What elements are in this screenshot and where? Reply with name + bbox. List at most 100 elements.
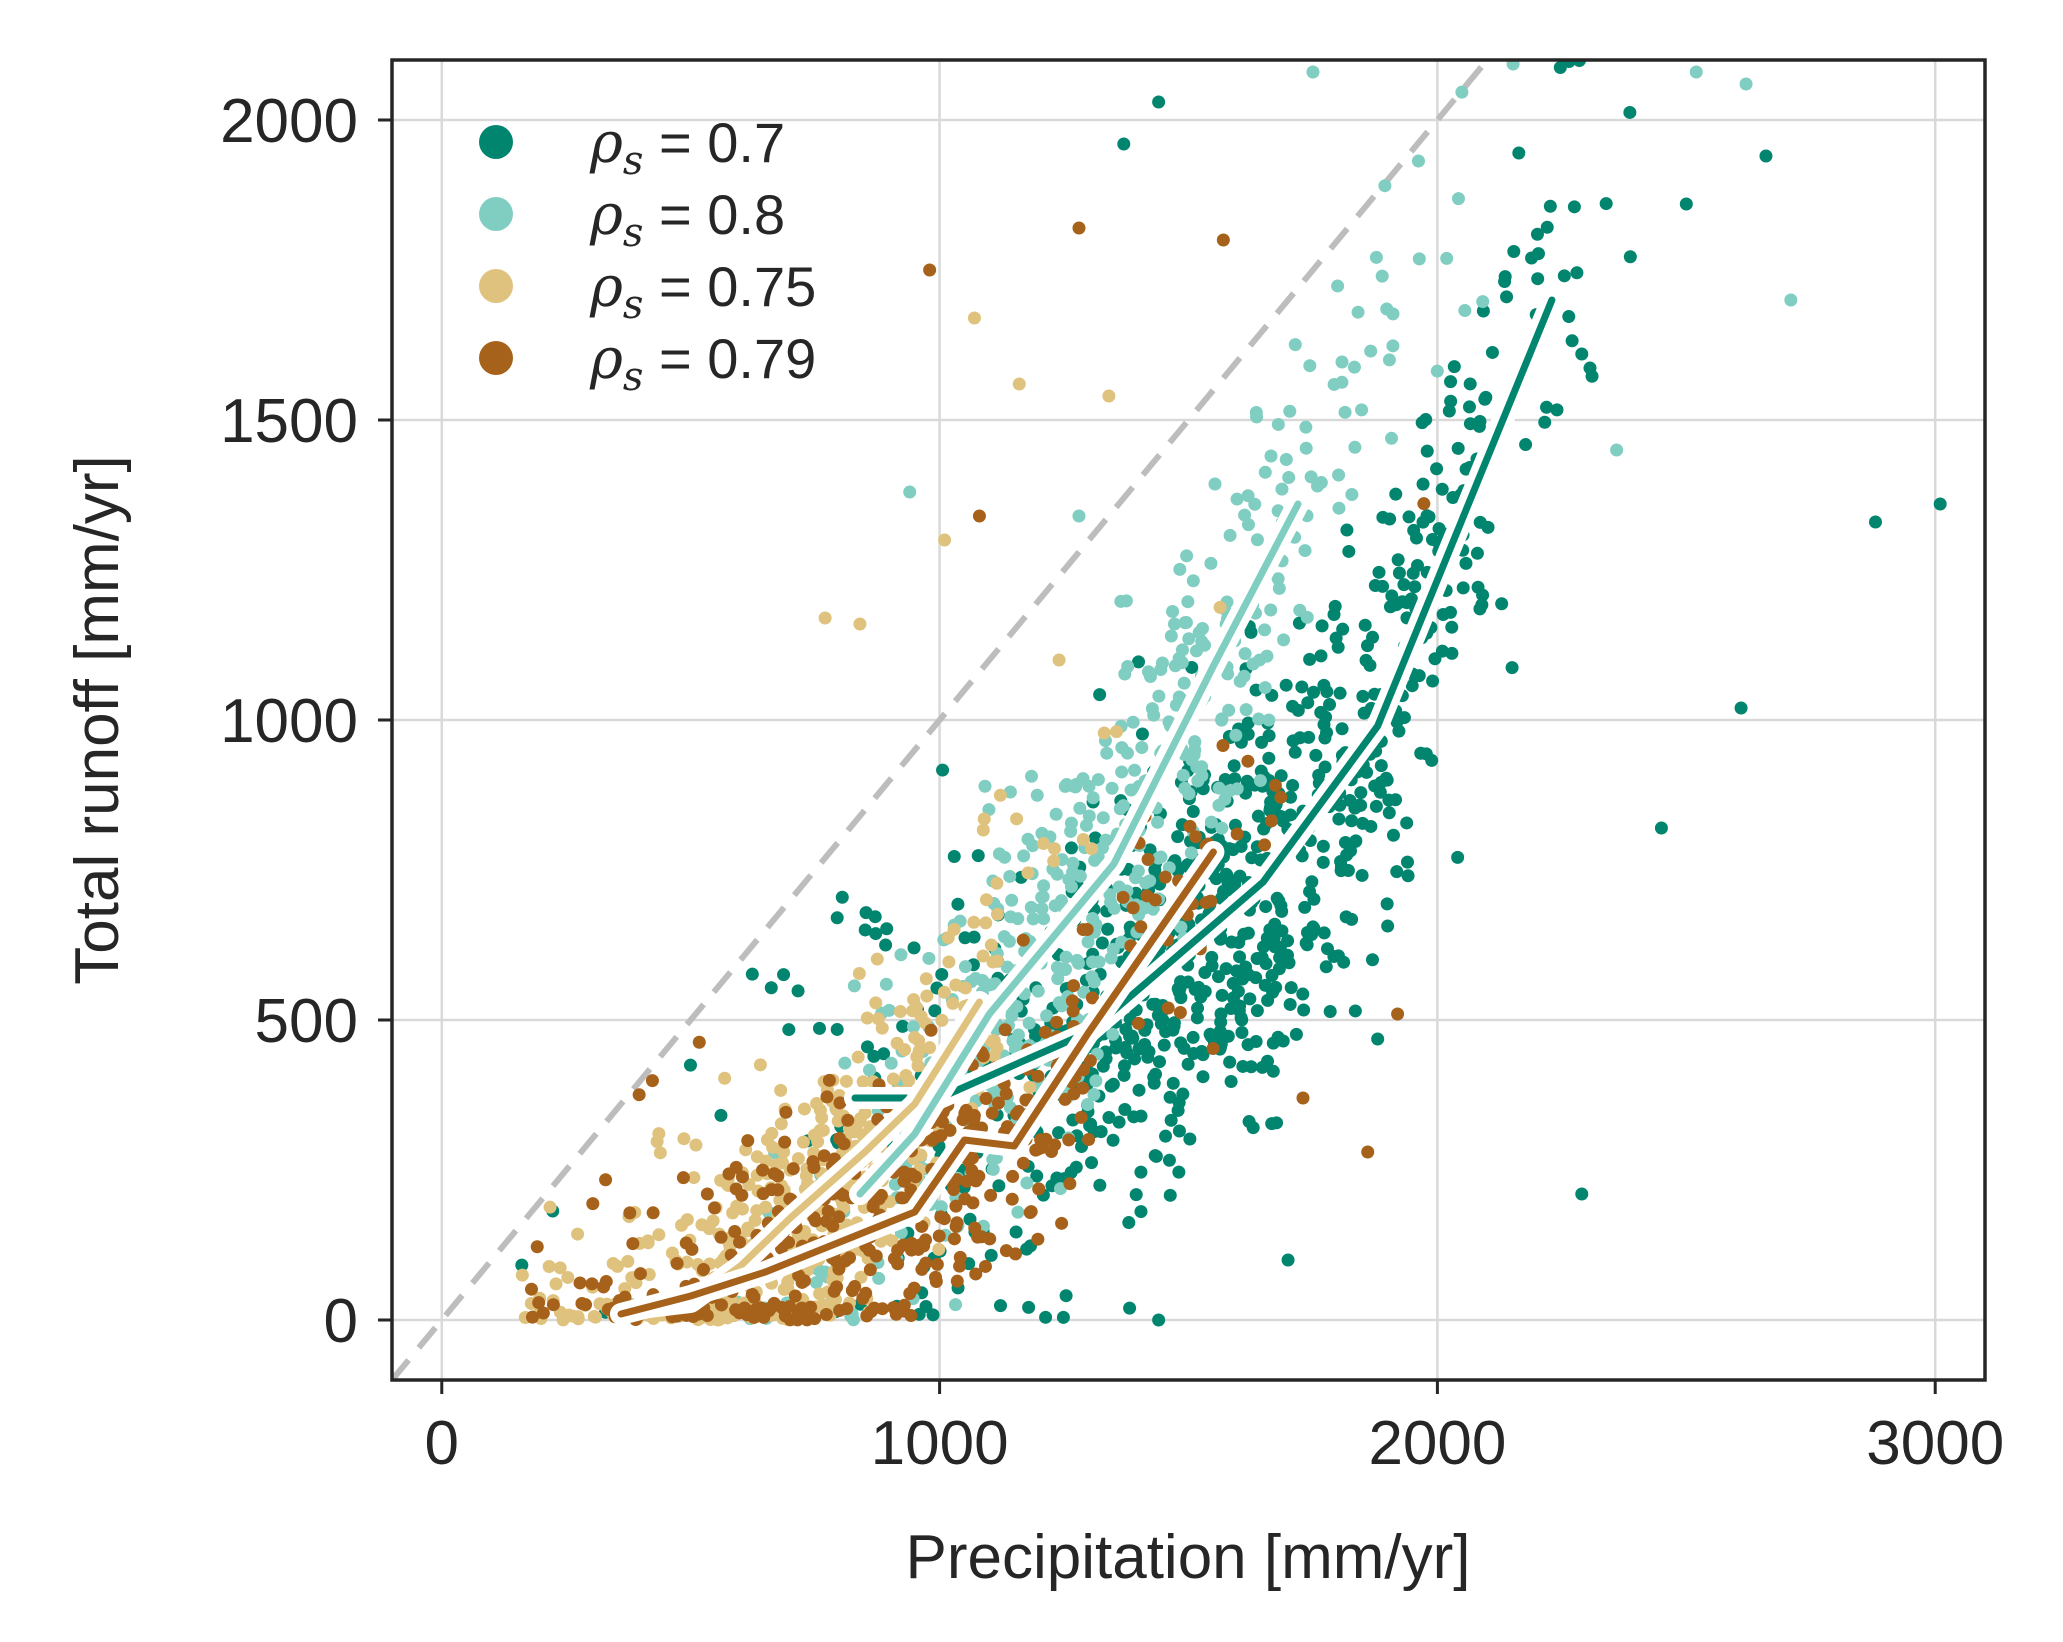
scatter-point — [998, 850, 1012, 864]
scatter-point — [1540, 400, 1554, 414]
scatter-point — [1095, 936, 1109, 950]
scatter-point — [967, 311, 981, 325]
scatter-point — [890, 1036, 904, 1050]
scatter-point — [692, 1035, 706, 1049]
scatter-point — [869, 996, 883, 1010]
scatter-point — [1106, 942, 1120, 956]
scatter-point — [820, 1214, 834, 1228]
scatter-point — [1317, 718, 1331, 732]
scatter-point — [1228, 772, 1242, 786]
scatter-point — [1037, 837, 1051, 851]
scatter-point — [677, 1132, 691, 1146]
scatter-point — [1462, 400, 1476, 414]
scatter-point — [1386, 828, 1400, 842]
scatter-point — [1118, 1059, 1132, 1073]
scatter-point — [905, 1243, 919, 1257]
scatter-point — [929, 1270, 943, 1284]
scatter-point — [1530, 227, 1544, 241]
scatter-point — [1473, 414, 1487, 428]
scatter-point — [1512, 146, 1526, 160]
scatter-point — [1386, 307, 1400, 321]
scatter-point — [753, 1058, 767, 1072]
scatter-point — [741, 1134, 755, 1148]
scatter-point — [1307, 892, 1321, 906]
scatter-point — [911, 1059, 925, 1073]
scatter-point — [1172, 1124, 1186, 1138]
scatter-point — [915, 1219, 929, 1233]
scatter-point — [1392, 566, 1406, 580]
scatter-point — [813, 1123, 827, 1137]
scatter-point — [1360, 765, 1374, 779]
scatter-point — [904, 1309, 918, 1323]
scatter-point — [788, 1289, 802, 1303]
scatter-point — [919, 1233, 933, 1247]
scatter-point — [1390, 865, 1404, 879]
scatter-point — [1255, 735, 1269, 749]
scatter-point — [1091, 773, 1105, 787]
scatter-point — [1243, 992, 1257, 1006]
scatter-point — [839, 1074, 853, 1088]
scatter-point — [1050, 1015, 1064, 1029]
scatter-point — [1219, 962, 1233, 976]
scatter-point — [872, 1271, 886, 1285]
scatter-point — [879, 977, 893, 991]
scatter-point — [1382, 806, 1396, 820]
scatter-point — [1258, 681, 1272, 695]
scatter-point — [1543, 199, 1557, 213]
scatter-point — [1216, 739, 1230, 753]
scatter-point — [1338, 405, 1352, 419]
scatter-point — [806, 1155, 820, 1169]
scatter-point — [936, 763, 950, 777]
scatter-point — [1383, 512, 1397, 526]
scatter-point — [938, 533, 952, 547]
scatter-point — [599, 1275, 613, 1289]
scatter-point — [908, 1031, 922, 1045]
scatter-point — [1179, 616, 1193, 630]
scatter-point — [1372, 565, 1386, 579]
scatter-point — [819, 1308, 833, 1322]
scatter-point — [573, 1276, 587, 1290]
scatter-point — [1242, 968, 1256, 982]
scatter-point — [1088, 831, 1102, 845]
scatter-point — [893, 1005, 907, 1019]
scatter-point — [947, 1183, 961, 1197]
scatter-point — [1495, 597, 1509, 611]
scatter-point — [1239, 703, 1253, 717]
scatter-point — [1345, 488, 1359, 502]
scatter-point — [1037, 879, 1051, 893]
scatter-point — [1401, 869, 1415, 883]
scatter-point — [1106, 1133, 1120, 1147]
scatter-point — [868, 910, 882, 924]
scatter-point — [1349, 834, 1363, 848]
scatter-point — [1030, 788, 1044, 802]
scatter-point — [1166, 1076, 1180, 1090]
scatter-point — [1391, 1007, 1405, 1021]
one-to-one-reference-line — [392, 60, 1492, 1380]
scatter-point — [1258, 465, 1272, 479]
scatter-point — [1259, 957, 1273, 971]
scatter-point — [1476, 304, 1490, 318]
scatter-point — [1249, 1034, 1263, 1048]
scatter-point — [670, 1256, 684, 1270]
scatter-point — [1306, 65, 1320, 79]
scatter-point — [652, 1228, 666, 1242]
scatter-point — [884, 1056, 898, 1070]
scatter-point — [796, 1135, 810, 1149]
axis-ticks: 0 1000 2000 3000 0 500 1000 1500 2000 — [220, 87, 2004, 1478]
scatter-point — [1177, 1041, 1191, 1055]
scatter-point — [864, 1305, 878, 1319]
scatter-point — [764, 981, 778, 995]
scatter-point — [1340, 523, 1354, 537]
scatter-point — [1300, 938, 1314, 952]
scatter-point — [546, 1298, 560, 1312]
scatter-point — [1284, 981, 1298, 995]
scatter-point — [934, 1200, 948, 1214]
scatter-point — [1089, 1074, 1103, 1088]
scatter-point — [871, 1012, 885, 1026]
scatter-point — [1065, 994, 1079, 1008]
scatter-point — [958, 1192, 972, 1206]
scatter-point — [1277, 633, 1291, 647]
scatter-point — [1114, 594, 1128, 608]
scatter-point — [1258, 623, 1272, 637]
scatter-point — [978, 1259, 992, 1273]
